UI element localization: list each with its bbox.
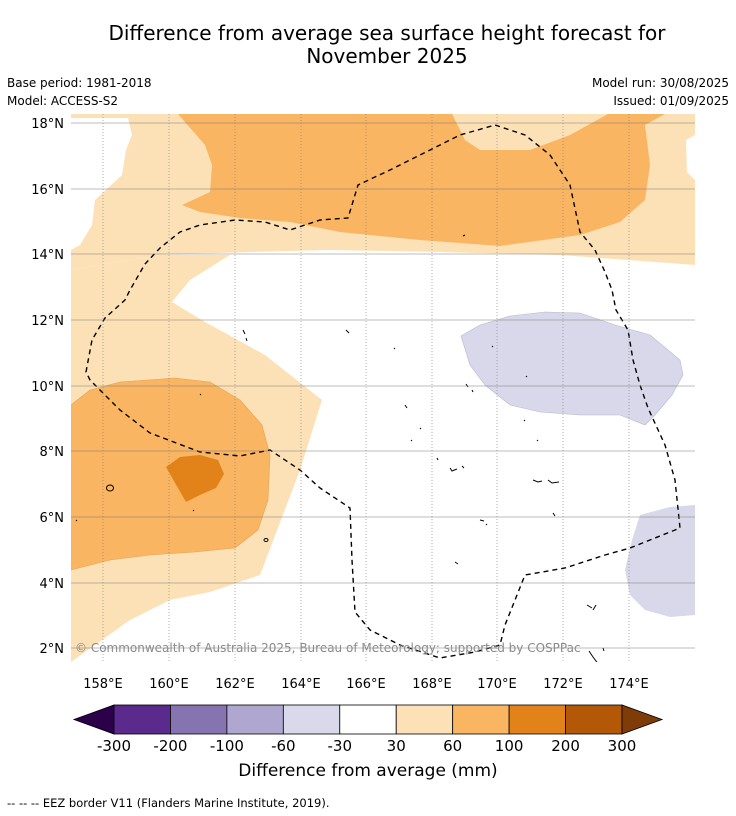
eez-footnote: -- -- -- EEZ border V11 (Flanders Marine…	[7, 796, 330, 810]
island-markers	[75, 234, 605, 662]
colorbar-tick-label: 100	[495, 737, 524, 755]
region-white-ne-inner	[686, 135, 695, 180]
issued-date: Issued: 01/09/2025	[613, 94, 729, 108]
model-run: Model run: 30/08/2025	[591, 76, 729, 90]
map-plot-area: © Commonwealth of Australia 2025, Bureau…	[71, 114, 695, 662]
colorbar: -300 -200 -100 -60 -30 30 60 100 200 300	[72, 704, 664, 755]
eez-border	[85, 124, 681, 659]
gridlines	[71, 114, 695, 662]
lat-label: 18°N	[31, 117, 64, 132]
colorbar-extend-left	[72, 704, 115, 735]
colorbar-segment	[282, 704, 341, 735]
colorbar-segment	[339, 704, 397, 735]
lat-label: 2°N	[40, 642, 65, 657]
colorbar-segment	[508, 704, 566, 735]
colorbar-tick-label: 60	[443, 737, 462, 755]
lon-label: 164°E	[281, 677, 321, 692]
latitude-labels: 18°N 16°N 14°N 12°N 10°N 8°N 6°N 4°N 2°N	[31, 117, 64, 657]
colorbar-tick-label: -300	[97, 737, 131, 755]
lon-label: 168°E	[412, 677, 452, 692]
lat-label: 4°N	[40, 577, 65, 592]
meta-right: Model run: 30/08/2025 Issued: 01/09/2025	[592, 74, 729, 110]
colorbar-segment	[395, 704, 454, 735]
map-title-line1: Difference from average sea surface heig…	[108, 21, 666, 45]
colorbar-segment	[113, 704, 171, 735]
lat-label: 10°N	[31, 380, 64, 395]
colorbar-tick-label: 30	[387, 737, 406, 755]
colorbar-tick-label: 200	[551, 737, 580, 755]
lat-label: 14°N	[31, 248, 64, 263]
region-mid-orange-north	[178, 114, 665, 246]
region-white-ne-corner	[575, 114, 695, 258]
colorbar-segment	[452, 704, 510, 735]
lat-label: 8°N	[40, 445, 65, 460]
colorbar-tick-label: 300	[608, 737, 637, 755]
region-purple-central	[461, 312, 683, 425]
lat-label: 6°N	[40, 511, 65, 526]
map-title: Difference from average sea surface heig…	[0, 22, 736, 68]
colorbar-tick-label: -30	[328, 737, 353, 755]
lon-label: 160°E	[149, 677, 189, 692]
lat-label: 16°N	[31, 183, 64, 198]
lat-label: 12°N	[31, 314, 64, 329]
lon-label: 172°E	[543, 677, 583, 692]
lon-label: 166°E	[346, 677, 386, 692]
colorbar-title: Difference from average (mm)	[238, 761, 498, 781]
lon-label: 170°E	[477, 677, 517, 692]
region-white-nw-corner	[71, 118, 132, 250]
colorbar-segment	[170, 704, 228, 735]
model-name: Model: ACCESS-S2	[7, 94, 119, 108]
colorbar-segment	[565, 704, 623, 735]
region-dark-orange-spot	[166, 455, 224, 502]
region-purple-southeast	[625, 505, 695, 617]
copyright-text: © Commonwealth of Australia 2025, Bureau…	[75, 641, 581, 655]
lon-label: 162°E	[215, 677, 255, 692]
map-title-line2: November 2025	[306, 44, 468, 68]
colorbar-tick-label: -100	[210, 737, 244, 755]
colorbar-tick-label: -60	[271, 737, 296, 755]
base-period: Base period: 1981-2018	[7, 76, 152, 90]
meta-left: Base period: 1981-2018 Model: ACCESS-S2	[7, 74, 152, 110]
longitude-labels: 158°E 160°E 162°E 164°E 166°E 168°E 170°E 172°E…	[83, 677, 649, 692]
lon-label: 158°E	[83, 677, 123, 692]
colorbar-segment	[226, 704, 284, 735]
colorbar-tick-label: -200	[153, 737, 187, 755]
colorbar-extend-right	[621, 704, 664, 735]
lon-label: 174°E	[609, 677, 649, 692]
